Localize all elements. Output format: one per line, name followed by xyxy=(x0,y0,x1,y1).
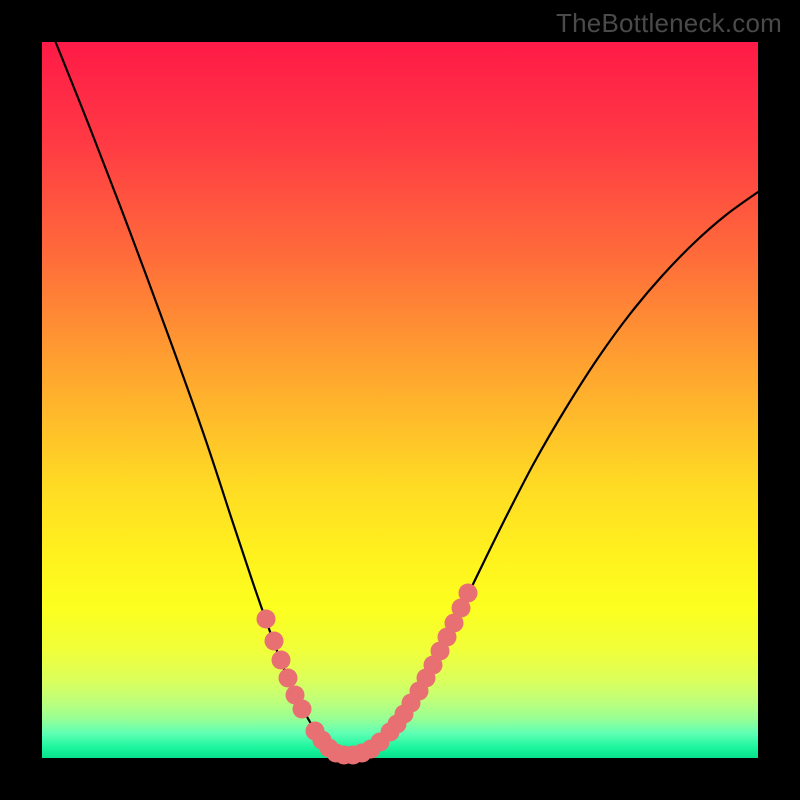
curve-marker xyxy=(265,632,284,651)
plot-gradient-background xyxy=(42,42,758,758)
curve-marker xyxy=(459,584,478,603)
curve-marker xyxy=(272,651,291,670)
curve-marker xyxy=(293,700,312,719)
chart-canvas xyxy=(0,0,800,800)
curve-marker xyxy=(257,610,276,629)
watermark-text: TheBottleneck.com xyxy=(556,8,782,39)
curve-marker xyxy=(279,669,298,688)
